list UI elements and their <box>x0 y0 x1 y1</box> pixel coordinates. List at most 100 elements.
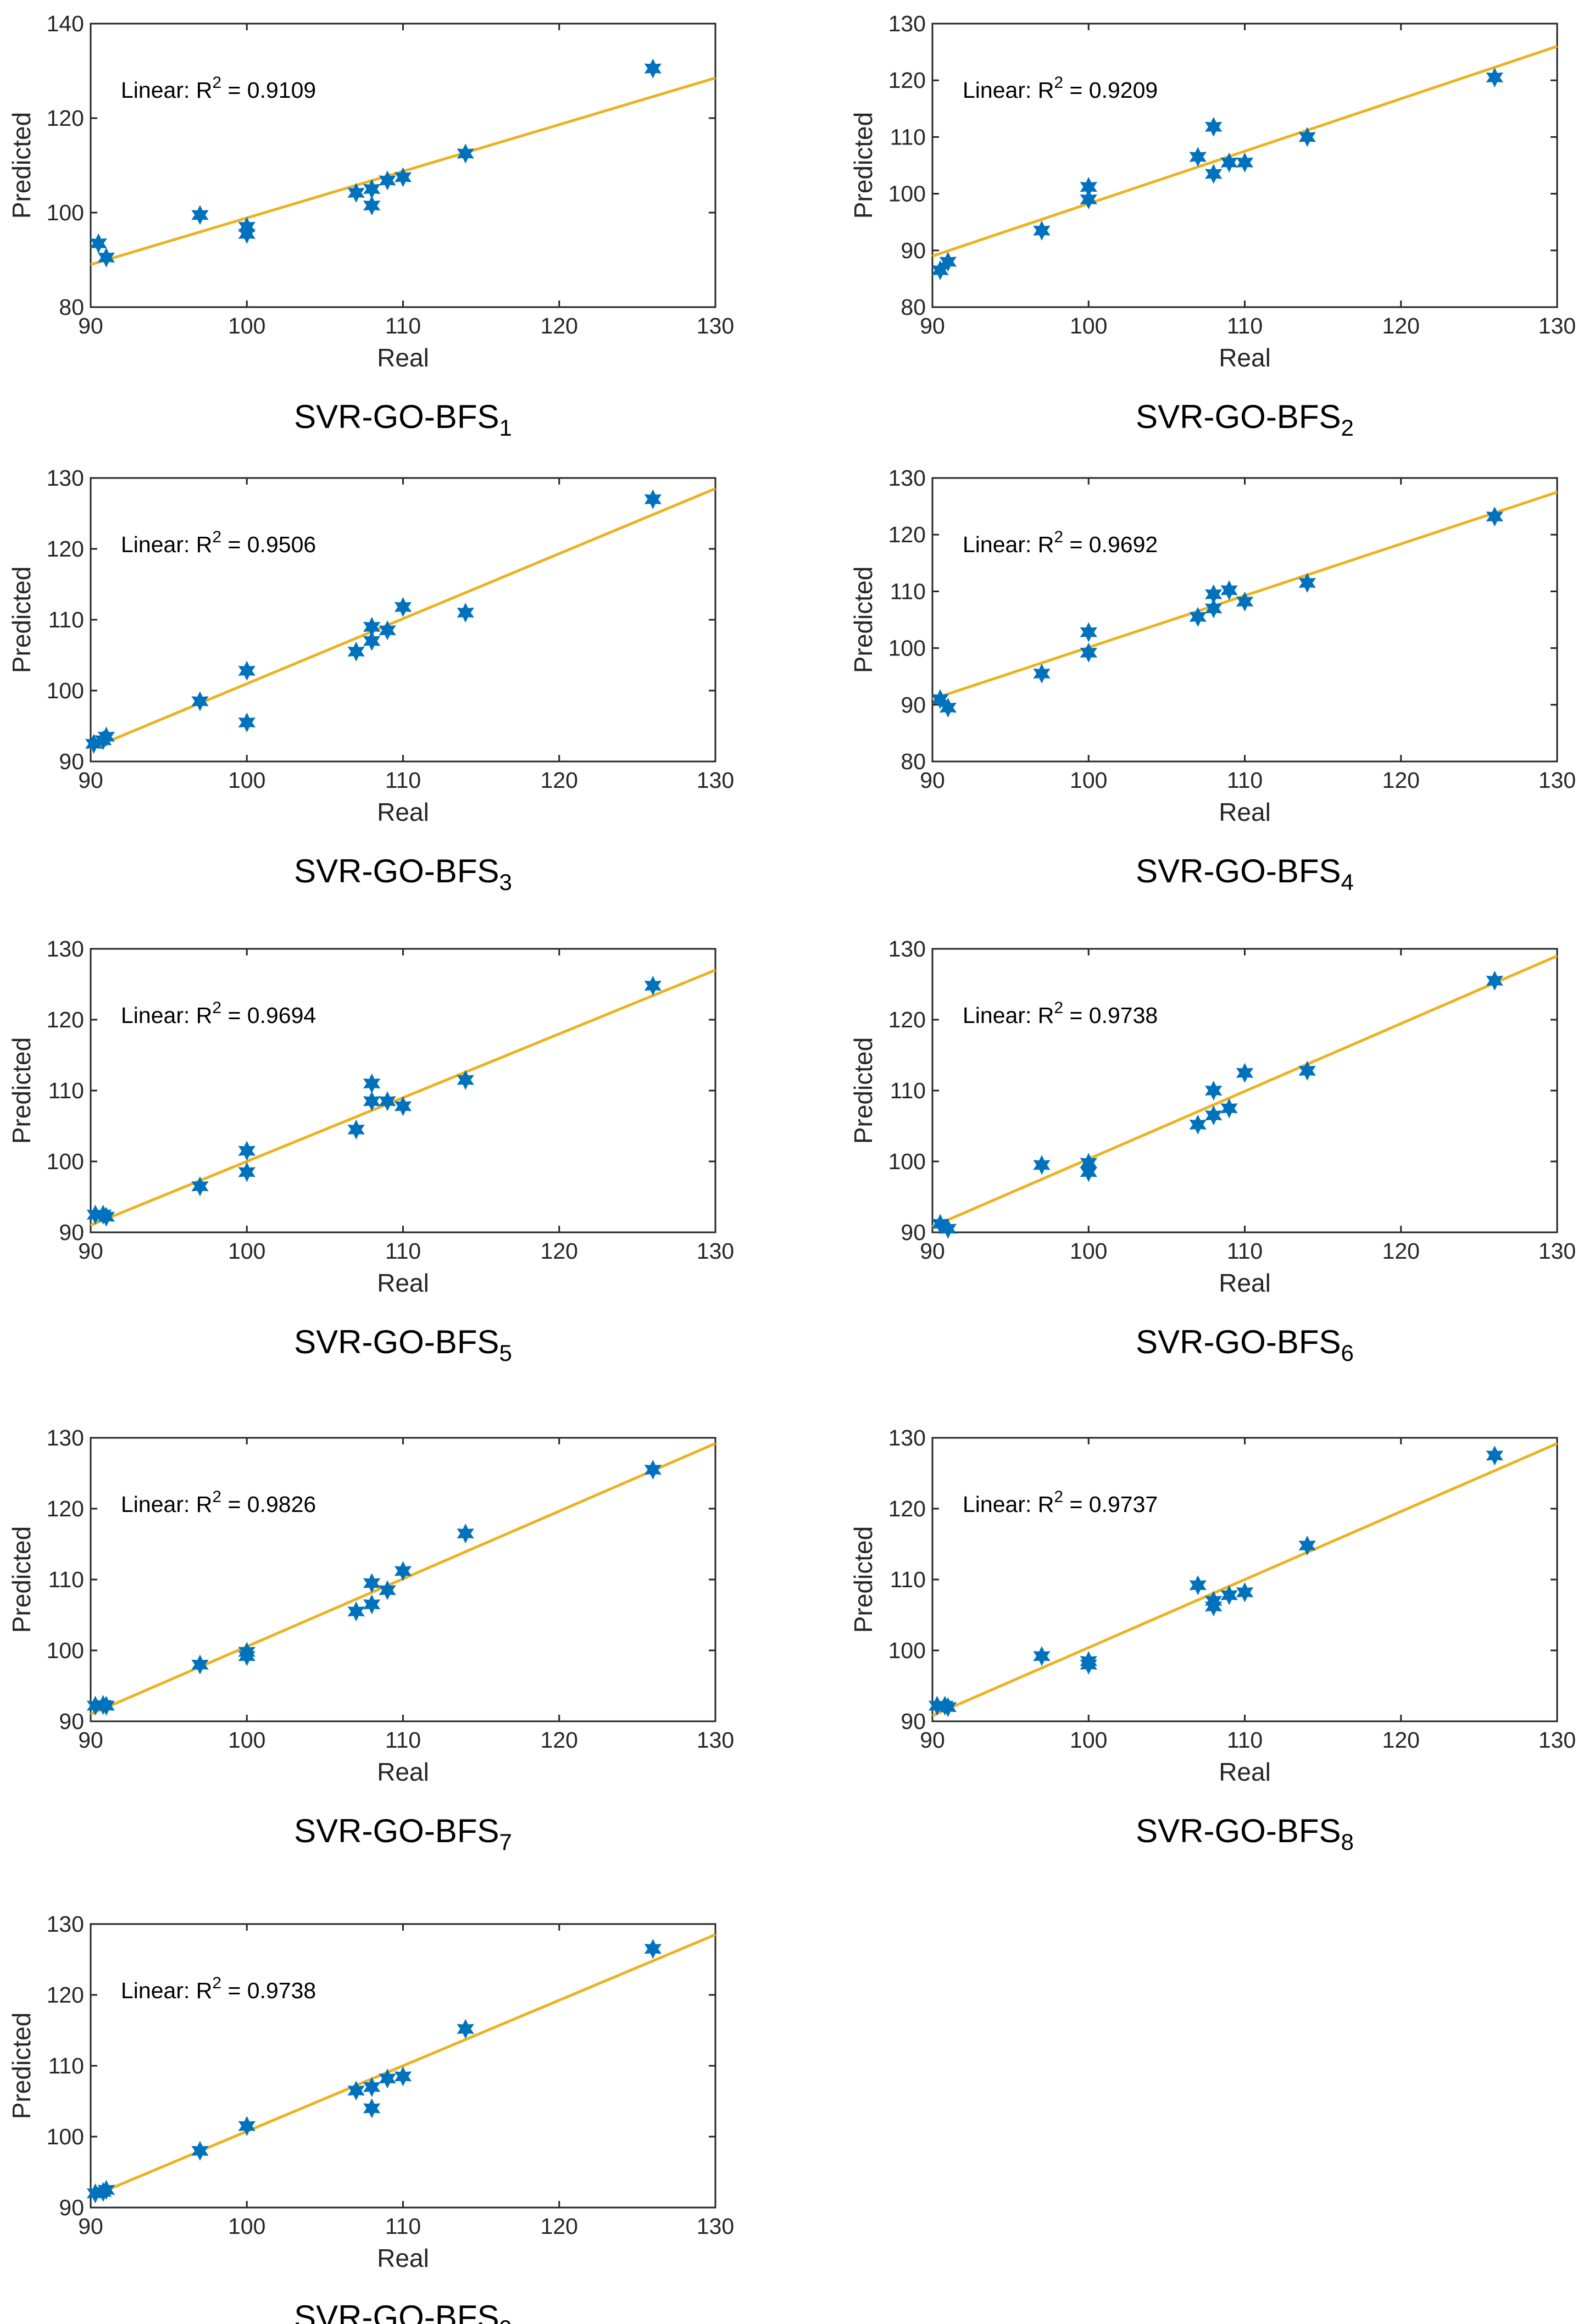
caption-subscript: 7 <box>499 1829 512 1855</box>
linear-fit-line <box>932 954 1558 1228</box>
annotation-value: = 0.9694 <box>221 1003 316 1028</box>
scatter-panel-1: 90 100 110 120 130 80 100 120 140 Real Predicted Li… <box>7 11 734 441</box>
axes-box <box>90 948 716 1233</box>
caption-subscript: 5 <box>499 1340 512 1366</box>
y-tick-label: 100 <box>888 181 926 207</box>
panel-caption: SVR-GO-BFS4 <box>1136 853 1354 895</box>
data-point-star <box>379 1091 396 1111</box>
data-point-star <box>394 597 412 617</box>
data-point-star <box>1298 1060 1316 1081</box>
y-axis-label: Predicted <box>849 1037 877 1144</box>
annotation-value: = 0.9109 <box>221 77 316 103</box>
x-tick-label: 110 <box>385 1238 421 1264</box>
data-point-star <box>1204 164 1223 184</box>
data-point-star <box>394 1096 412 1116</box>
y-tick-label: 120 <box>47 1982 84 2008</box>
r-squared-annotation: Linear: R2 = 0.9692 <box>963 528 1158 557</box>
y-axis-label: Predicted <box>849 1526 877 1633</box>
x-axis-label: Real <box>1219 798 1271 826</box>
y-tick-label: 80 <box>901 294 926 320</box>
scatter-panel-8: 90 100 110 120 130 90 100 110 120 130 Real Predicte… <box>849 1425 1576 1855</box>
x-tick-label: 110 <box>385 313 421 338</box>
y-tick-label: 120 <box>47 1007 84 1032</box>
axes-box <box>90 23 716 308</box>
x-tick-label: 120 <box>1382 768 1420 793</box>
x-tick-label: 100 <box>1070 1727 1107 1753</box>
x-tick-label: 120 <box>541 2214 578 2239</box>
annotation-prefix: Linear: R <box>121 77 212 103</box>
x-axis-label: Real <box>1219 343 1271 372</box>
y-tick-label: 90 <box>901 692 926 718</box>
data-point-star <box>644 975 662 996</box>
data-point-star <box>1189 147 1207 167</box>
x-tick-label: 130 <box>697 1727 734 1753</box>
y-tick-label: 90 <box>59 749 84 774</box>
data-point-star <box>1080 622 1097 642</box>
data-point-star <box>191 205 209 225</box>
x-axis-label: Real <box>377 343 429 372</box>
data-point-star <box>97 247 115 268</box>
x-axis-label: Real <box>377 1758 429 1786</box>
data-point-star <box>939 252 957 272</box>
data-point-star <box>394 167 412 187</box>
y-tick-label: 130 <box>888 465 926 491</box>
y-tick-label: 100 <box>888 636 926 661</box>
data-point-star <box>1298 1535 1316 1556</box>
x-tick-label: 130 <box>697 2214 734 2239</box>
data-point-star <box>347 182 365 203</box>
annotation-superscript: 2 <box>212 74 221 92</box>
x-tick-label: 90 <box>920 1727 945 1753</box>
annotation-value: = 0.9738 <box>1063 1003 1158 1028</box>
annotation-prefix: Linear: R <box>963 1492 1054 1517</box>
scatter-panel-4: 90 100 110 120 1308090100110120130RealPredic… <box>849 465 1576 895</box>
x-tick-label: 130 <box>697 1238 734 1264</box>
annotation-superscript: 2 <box>1054 1488 1063 1506</box>
y-tick-label: 90 <box>59 1709 84 1734</box>
annotation-superscript: 2 <box>1054 999 1063 1017</box>
y-tick-label: 130 <box>47 465 84 491</box>
panel-caption: SVR-GO-BFS9 <box>294 2299 512 2324</box>
x-tick-label: 130 <box>697 768 734 793</box>
y-tick-label: 90 <box>59 2195 84 2220</box>
y-tick-label: 110 <box>48 2053 84 2078</box>
annotation-superscript: 2 <box>212 1974 221 1992</box>
data-point-star <box>379 1580 396 1600</box>
data-point-star <box>1220 1098 1238 1119</box>
y-tick-label: 130 <box>888 936 926 961</box>
data-point-star <box>1236 1582 1254 1603</box>
x-tick-label: 110 <box>385 2214 421 2239</box>
annotation-value: = 0.9692 <box>1063 532 1158 557</box>
panel-caption: SVR-GO-BFS2 <box>1136 398 1354 441</box>
y-tick-label: 90 <box>901 238 926 263</box>
annotation-value: = 0.9737 <box>1063 1492 1158 1517</box>
caption-subscript: 8 <box>1341 1829 1354 1855</box>
y-tick-label: 110 <box>890 1567 926 1592</box>
x-tick-label: 100 <box>228 1238 265 1264</box>
x-tick-label: 100 <box>1070 1238 1107 1264</box>
scatter-panel-6: 90 100 110 120 130 90 100 110 120 130 Real Predicte… <box>849 936 1576 1366</box>
r-squared-annotation: Linear: R2 = 0.9694 <box>121 999 316 1028</box>
data-point-star <box>238 660 255 681</box>
y-tick-label: 110 <box>48 1567 84 1592</box>
y-tick-label: 130 <box>888 1425 926 1450</box>
panel-caption: SVR-GO-BFS6 <box>1136 1324 1354 1366</box>
y-axis-label: Predicted <box>7 112 36 219</box>
x-tick-label: 110 <box>1227 1238 1263 1264</box>
x-tick-label: 110 <box>385 1727 421 1753</box>
data-point-star <box>347 1601 365 1622</box>
data-point-star <box>191 1176 209 1197</box>
caption-text: SVR-GO-BFS <box>294 398 499 435</box>
linear-fit-line <box>932 1442 1558 1717</box>
x-tick-label: 90 <box>920 313 945 338</box>
y-tick-label: 100 <box>47 678 84 703</box>
scatter-panel-3: 90 100 110 120 130 90 100 110 120 130 Real Predicte… <box>7 465 734 895</box>
y-tick-label: 140 <box>47 11 84 36</box>
data-point-star <box>363 195 381 216</box>
annotation-prefix: Linear: R <box>121 1492 212 1517</box>
y-tick-label: 120 <box>47 536 84 561</box>
y-tick-label: 80 <box>901 749 926 774</box>
x-axis-label: Real <box>377 1269 429 1297</box>
x-tick-label: 100 <box>1070 313 1107 338</box>
y-tick-label: 130 <box>47 1425 84 1450</box>
